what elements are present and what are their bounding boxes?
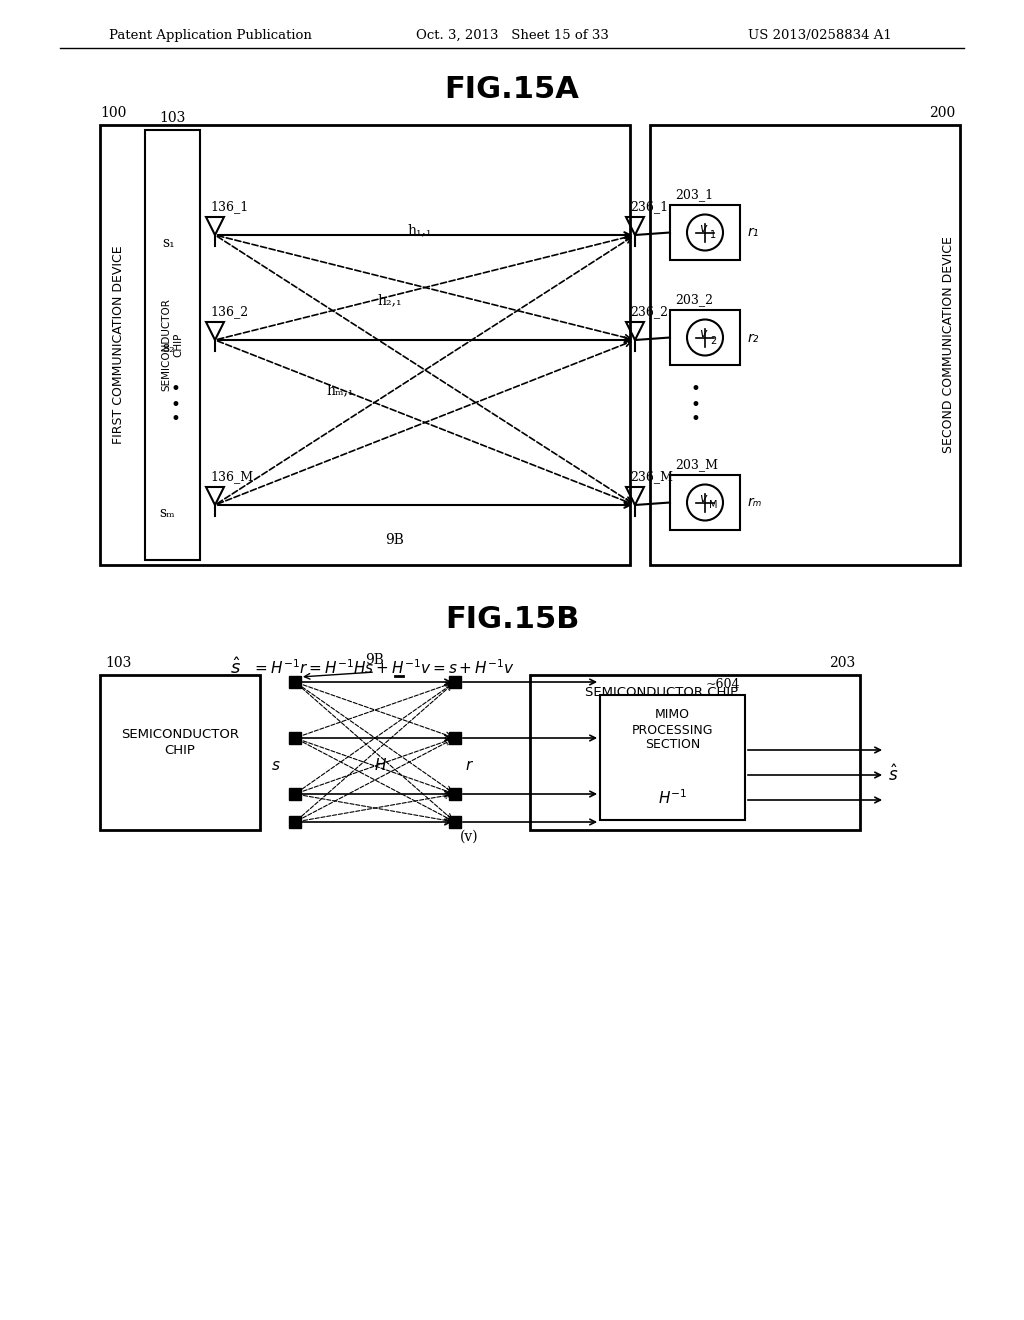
Bar — [670, 310, 740, 366]
Text: •: • — [690, 412, 700, 429]
Text: 136_2: 136_2 — [210, 305, 248, 318]
Bar — [100, 125, 630, 565]
Text: •: • — [170, 381, 180, 399]
Text: 203: 203 — [828, 656, 855, 671]
Text: •: • — [690, 396, 700, 413]
Text: 200: 200 — [929, 106, 955, 120]
Bar — [289, 816, 301, 828]
Text: rₘ: rₘ — [748, 495, 763, 510]
Text: $=H^{-1}r=H^{-1}Hs+H^{-1}v=s+H^{-1}v$: $=H^{-1}r=H^{-1}Hs+H^{-1}v=s+H^{-1}v$ — [252, 659, 515, 677]
Text: v: v — [699, 327, 707, 341]
Text: 203_M: 203_M — [675, 458, 718, 471]
Text: 2: 2 — [710, 335, 716, 346]
Text: 9B: 9B — [386, 533, 404, 546]
Text: $\hat{s}$: $\hat{s}$ — [888, 764, 898, 785]
Text: FIG.15B: FIG.15B — [444, 606, 580, 635]
Text: MIMO
PROCESSING
SECTION: MIMO PROCESSING SECTION — [632, 709, 714, 751]
Text: FIRST COMMUNICATION DEVICE: FIRST COMMUNICATION DEVICE — [112, 246, 125, 445]
Bar — [449, 676, 461, 688]
Text: SEMICONDUCTOR
CHIP: SEMICONDUCTOR CHIP — [121, 729, 239, 756]
Bar — [449, 788, 461, 800]
Text: 203_1: 203_1 — [675, 189, 713, 202]
Text: SECOND COMMUNICATION DEVICE: SECOND COMMUNICATION DEVICE — [941, 236, 954, 454]
Text: 136_1: 136_1 — [210, 201, 248, 214]
Text: US 2013/0258834 A1: US 2013/0258834 A1 — [749, 29, 892, 41]
Text: 100: 100 — [100, 106, 126, 120]
Bar — [670, 205, 740, 260]
Bar — [289, 788, 301, 800]
Text: SEMICONDUCTOR CHIP: SEMICONDUCTOR CHIP — [585, 686, 738, 700]
Bar — [449, 816, 461, 828]
Bar — [289, 676, 301, 688]
Text: H: H — [374, 759, 386, 774]
Text: M: M — [709, 500, 717, 511]
Text: 203_2: 203_2 — [675, 293, 713, 306]
Text: 103: 103 — [105, 656, 131, 671]
Text: h₁,₁: h₁,₁ — [408, 223, 432, 238]
Text: s₁: s₁ — [163, 236, 175, 249]
Text: r₂: r₂ — [748, 330, 760, 345]
Bar — [145, 129, 200, 560]
Text: hₘ,₁: hₘ,₁ — [327, 383, 353, 397]
Text: ~604: ~604 — [706, 678, 740, 692]
Bar — [670, 475, 740, 531]
Text: 236_1: 236_1 — [630, 201, 668, 214]
Bar — [100, 675, 260, 830]
Text: SEMICONDUCTOR
CHIP: SEMICONDUCTOR CHIP — [162, 298, 183, 392]
Text: 236_M: 236_M — [630, 470, 673, 483]
Bar — [600, 696, 745, 820]
Text: h₂,₁: h₂,₁ — [378, 293, 402, 308]
Text: Patent Application Publication: Patent Application Publication — [109, 29, 311, 41]
Text: •: • — [690, 381, 700, 399]
Bar — [449, 733, 461, 744]
Text: 9B: 9B — [366, 653, 384, 667]
Text: 136_M: 136_M — [210, 470, 253, 483]
Text: v: v — [699, 492, 707, 506]
Text: r₁: r₁ — [748, 226, 760, 239]
Text: 1: 1 — [710, 231, 716, 240]
Text: $H^{-1}$: $H^{-1}$ — [657, 788, 687, 808]
Text: •: • — [170, 396, 180, 413]
Text: v: v — [699, 222, 707, 235]
Text: Oct. 3, 2013   Sheet 15 of 33: Oct. 3, 2013 Sheet 15 of 33 — [416, 29, 608, 41]
Text: r: r — [465, 759, 471, 774]
Text: $\hat{s}$: $\hat{s}$ — [230, 657, 241, 678]
Text: s₂: s₂ — [162, 341, 175, 355]
Text: 236_2: 236_2 — [630, 305, 668, 318]
Text: (v): (v) — [460, 830, 478, 843]
Bar — [530, 675, 860, 830]
Bar — [650, 125, 961, 565]
Text: FIG.15A: FIG.15A — [444, 75, 580, 104]
Text: •: • — [170, 412, 180, 429]
Text: sₘ: sₘ — [160, 506, 175, 520]
Text: s: s — [272, 759, 280, 774]
Bar — [289, 733, 301, 744]
Text: 103: 103 — [160, 111, 185, 125]
